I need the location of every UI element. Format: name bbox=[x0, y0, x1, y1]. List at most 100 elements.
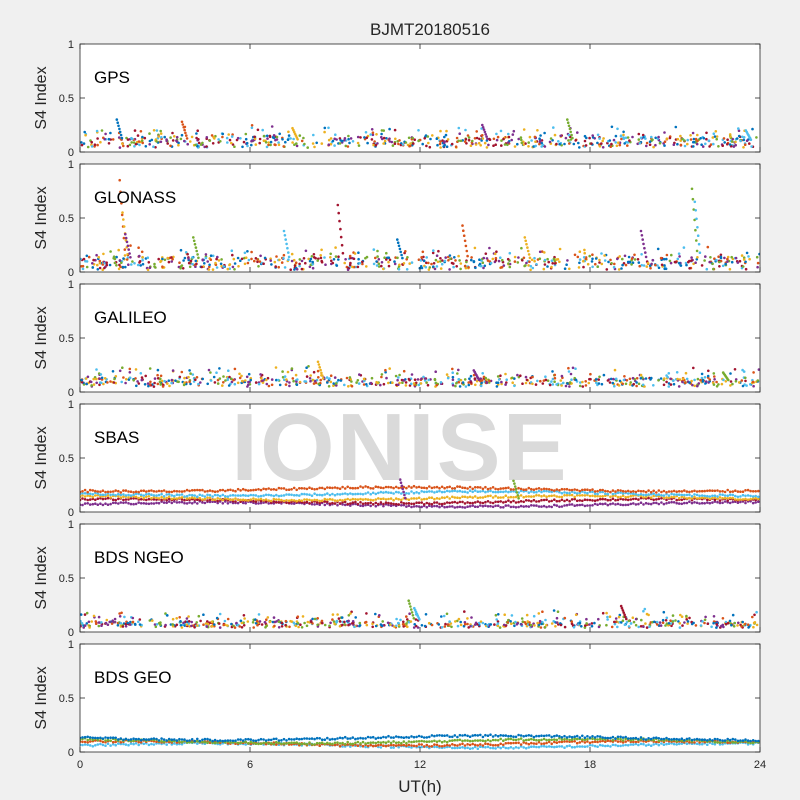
data-point bbox=[138, 623, 142, 626]
data-point bbox=[718, 493, 722, 496]
data-point bbox=[141, 255, 144, 259]
data-point bbox=[560, 740, 564, 744]
data-point bbox=[269, 140, 273, 144]
data-point bbox=[493, 623, 496, 626]
data-point bbox=[680, 615, 684, 618]
data-point bbox=[660, 263, 664, 267]
data-point bbox=[463, 140, 467, 143]
data-point bbox=[305, 375, 309, 378]
data-point bbox=[226, 502, 230, 505]
data-point bbox=[281, 138, 284, 141]
data-point bbox=[741, 384, 745, 388]
data-point bbox=[620, 621, 623, 624]
spike-point bbox=[513, 485, 517, 488]
data-point bbox=[637, 498, 640, 501]
data-point bbox=[412, 502, 416, 506]
data-point bbox=[231, 253, 234, 257]
data-point bbox=[626, 744, 630, 747]
data-point bbox=[240, 374, 243, 378]
data-point bbox=[723, 494, 727, 497]
data-point bbox=[408, 262, 412, 265]
data-point bbox=[229, 500, 232, 504]
data-point bbox=[185, 497, 189, 500]
data-point bbox=[320, 499, 324, 503]
data-point bbox=[608, 139, 612, 142]
data-point bbox=[256, 623, 259, 627]
data-point bbox=[198, 488, 202, 492]
data-point bbox=[343, 500, 347, 504]
data-point bbox=[178, 375, 182, 379]
data-point bbox=[372, 143, 375, 147]
data-point bbox=[331, 261, 335, 265]
data-point bbox=[542, 494, 546, 497]
data-point bbox=[463, 506, 467, 509]
data-point bbox=[102, 252, 105, 256]
data-point bbox=[276, 378, 280, 382]
data-point bbox=[370, 128, 374, 131]
data-point bbox=[715, 258, 718, 262]
data-point bbox=[471, 747, 475, 750]
data-point bbox=[253, 259, 256, 263]
data-point bbox=[180, 490, 184, 493]
data-point bbox=[219, 262, 223, 266]
data-point bbox=[475, 136, 479, 140]
data-point bbox=[236, 501, 240, 505]
data-point bbox=[109, 744, 112, 747]
data-point bbox=[484, 252, 488, 255]
data-point bbox=[606, 498, 610, 502]
data-point bbox=[685, 377, 689, 381]
data-point bbox=[364, 502, 367, 505]
data-point bbox=[266, 376, 270, 380]
spike-point bbox=[181, 123, 185, 126]
data-point bbox=[379, 383, 382, 387]
spike-point bbox=[695, 217, 698, 221]
data-point bbox=[527, 495, 531, 498]
data-point bbox=[331, 492, 334, 496]
data-point bbox=[83, 488, 87, 492]
data-point bbox=[328, 502, 332, 506]
data-point bbox=[703, 618, 707, 622]
data-point bbox=[317, 376, 320, 379]
data-point bbox=[180, 500, 184, 504]
data-point bbox=[353, 625, 356, 629]
data-point bbox=[695, 142, 699, 146]
data-point bbox=[211, 254, 215, 258]
data-point bbox=[474, 143, 478, 146]
data-point bbox=[749, 497, 752, 501]
data-point bbox=[196, 495, 199, 499]
data-point bbox=[573, 253, 577, 257]
data-point bbox=[146, 382, 150, 385]
data-point bbox=[166, 256, 169, 260]
data-point bbox=[315, 493, 319, 497]
data-point bbox=[702, 136, 706, 140]
data-point bbox=[739, 498, 742, 501]
data-point bbox=[683, 139, 686, 142]
spike-point bbox=[316, 360, 320, 364]
data-point bbox=[320, 486, 324, 490]
data-point bbox=[255, 620, 259, 623]
data-point bbox=[458, 485, 462, 489]
data-point bbox=[642, 493, 645, 497]
data-point bbox=[637, 138, 641, 141]
data-point bbox=[598, 261, 601, 264]
data-point bbox=[385, 258, 388, 261]
data-point bbox=[264, 141, 268, 144]
spike-point bbox=[466, 254, 469, 258]
data-point bbox=[162, 495, 166, 498]
data-point bbox=[106, 742, 110, 746]
data-point bbox=[456, 485, 459, 488]
data-point bbox=[336, 503, 339, 507]
data-point bbox=[173, 135, 176, 138]
data-point bbox=[124, 494, 128, 497]
data-point bbox=[171, 617, 175, 621]
data-point bbox=[365, 136, 369, 139]
data-point bbox=[257, 265, 260, 268]
spike-point bbox=[196, 253, 199, 256]
data-point bbox=[660, 497, 663, 500]
data-point bbox=[292, 258, 296, 262]
data-point bbox=[275, 498, 278, 501]
data-point bbox=[757, 495, 760, 499]
data-point bbox=[728, 501, 732, 505]
data-point bbox=[558, 499, 561, 503]
data-point bbox=[244, 501, 247, 505]
